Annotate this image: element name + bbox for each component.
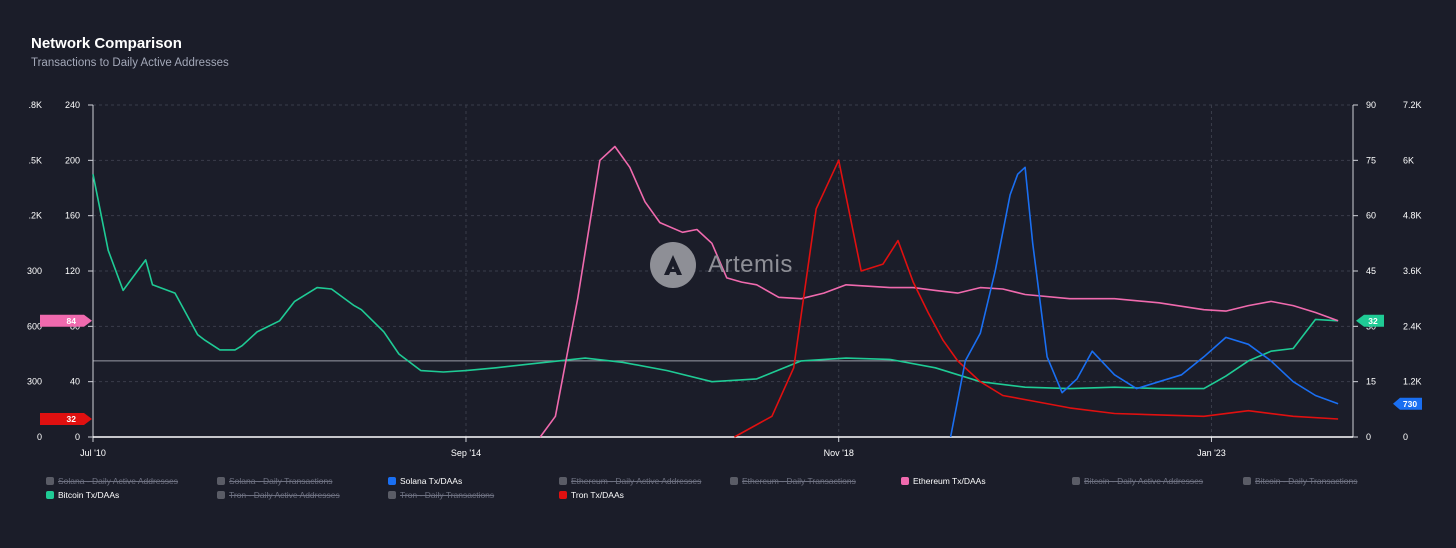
legend-swatch bbox=[388, 491, 396, 499]
legend-item[interactable]: Solana Tx/DAAs bbox=[388, 476, 462, 486]
right-tick-label: 45 bbox=[1366, 266, 1376, 276]
watermark-text: Artemis bbox=[708, 251, 793, 278]
end-marker-far-right bbox=[1393, 397, 1422, 410]
axes: .8K 240 90 7.2K .5K 200 75 6K .2K 160 60 4.8K 300 120… bbox=[27, 100, 1422, 458]
solana-series-line bbox=[949, 166, 1339, 438]
legend-item[interactable]: Tron Tx/DAAs bbox=[559, 490, 624, 500]
legend-swatch bbox=[901, 477, 909, 485]
artemis-logo-icon bbox=[650, 242, 696, 288]
left-tick-label: 200 bbox=[65, 155, 80, 165]
legend-label: Bitcoin - Daily Active Addresses bbox=[1084, 476, 1204, 486]
legend-swatch bbox=[217, 477, 225, 485]
legend-swatch bbox=[217, 491, 225, 499]
far-left-tick-label: .2K bbox=[28, 211, 42, 221]
legend-item[interactable]: Solana - Daily Active Addresses bbox=[46, 476, 178, 486]
legend-label: Tron - Daily Transactions bbox=[400, 490, 495, 500]
far-right-tick-label: 7.2K bbox=[1403, 100, 1422, 110]
right-tick-label: 90 bbox=[1366, 100, 1376, 110]
chart-legend: Solana - Daily Active Addresses Solana - … bbox=[46, 476, 1446, 506]
legend-item[interactable]: Bitcoin - Daily Active Addresses bbox=[1072, 476, 1203, 486]
legend-swatch bbox=[46, 477, 54, 485]
far-right-tick-label: 4.8K bbox=[1403, 211, 1422, 221]
end-marker-label: 32 bbox=[1368, 316, 1378, 326]
far-right-tick-label: 0 bbox=[1403, 432, 1408, 442]
left-tick-label: 160 bbox=[65, 211, 80, 221]
legend-item[interactable]: Ethereum Tx/DAAs bbox=[901, 476, 986, 486]
legend-swatch bbox=[1072, 477, 1080, 485]
legend-label: Ethereum Tx/DAAs bbox=[913, 476, 986, 486]
end-markers: 84 32 32 730 bbox=[40, 314, 1422, 426]
legend-swatch bbox=[1243, 477, 1251, 485]
legend-item[interactable]: Bitcoin - Daily Transactions bbox=[1243, 476, 1358, 486]
legend-swatch bbox=[46, 491, 54, 499]
left-tick-label: 120 bbox=[65, 266, 80, 276]
legend-label: Solana Tx/DAAs bbox=[400, 476, 463, 486]
x-tick-label: Jul '10 bbox=[80, 448, 106, 458]
far-left-tick-label: .5K bbox=[28, 155, 42, 165]
right-tick-label: 15 bbox=[1366, 377, 1376, 387]
right-tick-label: 0 bbox=[1366, 432, 1371, 442]
series-lines bbox=[92, 145, 1339, 438]
right-tick-label: 75 bbox=[1366, 155, 1376, 165]
artemis-watermark: Artemis bbox=[650, 242, 793, 288]
end-marker-left bbox=[40, 413, 92, 426]
far-right-tick-label: 2.4K bbox=[1403, 321, 1422, 331]
x-tick-label: Nov '18 bbox=[824, 448, 854, 458]
legend-label: Ethereum - Daily Active Addresses bbox=[571, 476, 702, 486]
legend-swatch bbox=[559, 491, 567, 499]
legend-label: Tron - Daily Active Addresses bbox=[229, 490, 340, 500]
end-marker-label: 32 bbox=[67, 414, 77, 424]
tron-series-line bbox=[734, 159, 1339, 438]
legend-item[interactable]: Tron - Daily Transactions bbox=[388, 490, 494, 500]
legend-item[interactable]: Bitcoin Tx/DAAs bbox=[46, 490, 119, 500]
legend-swatch bbox=[388, 477, 396, 485]
end-marker-label: 84 bbox=[67, 316, 77, 326]
legend-item[interactable]: Ethereum - Daily Active Addresses bbox=[559, 476, 701, 486]
far-left-tick-label: 0 bbox=[37, 432, 42, 442]
right-tick-label: 60 bbox=[1366, 211, 1376, 221]
legend-swatch bbox=[730, 477, 738, 485]
end-marker-left bbox=[40, 314, 92, 327]
legend-swatch bbox=[559, 477, 567, 485]
left-tick-label: 240 bbox=[65, 100, 80, 110]
legend-item[interactable]: Tron - Daily Active Addresses bbox=[217, 490, 340, 500]
far-right-tick-label: 6K bbox=[1403, 155, 1414, 165]
far-left-tick-label: .8K bbox=[28, 100, 42, 110]
legend-label: Solana - Daily Transactions bbox=[229, 476, 333, 486]
legend-label: Bitcoin Tx/DAAs bbox=[58, 490, 120, 500]
x-tick-label: Jan '23 bbox=[1197, 448, 1226, 458]
ethereum-series-line bbox=[539, 145, 1339, 438]
legend-label: Solana - Daily Active Addresses bbox=[58, 476, 179, 486]
legend-item[interactable]: Ethereum - Daily Transactions bbox=[730, 476, 856, 486]
far-right-tick-label: 1.2K bbox=[1403, 377, 1422, 387]
chart-subtitle: Transactions to Daily Active Addresses bbox=[31, 57, 229, 69]
left-tick-label: 40 bbox=[70, 377, 80, 387]
legend-label: Bitcoin - Daily Transactions bbox=[1255, 476, 1358, 486]
x-tick-label: Sep '14 bbox=[451, 448, 481, 458]
grid-lines bbox=[92, 104, 1353, 437]
left-tick-label: 0 bbox=[75, 432, 80, 442]
far-left-tick-label: 600 bbox=[27, 321, 42, 331]
far-left-tick-label: 300 bbox=[27, 377, 42, 387]
far-right-tick-label: 3.6K bbox=[1403, 266, 1422, 276]
chart-title: Network Comparison bbox=[31, 35, 182, 52]
legend-item[interactable]: Solana - Daily Transactions bbox=[217, 476, 332, 486]
end-marker-right bbox=[1356, 314, 1384, 327]
far-left-tick-label: 300 bbox=[27, 266, 42, 276]
legend-label: Tron Tx/DAAs bbox=[571, 490, 624, 500]
legend-label: Ethereum - Daily Transactions bbox=[742, 476, 856, 486]
end-marker-label: 730 bbox=[1403, 399, 1417, 409]
